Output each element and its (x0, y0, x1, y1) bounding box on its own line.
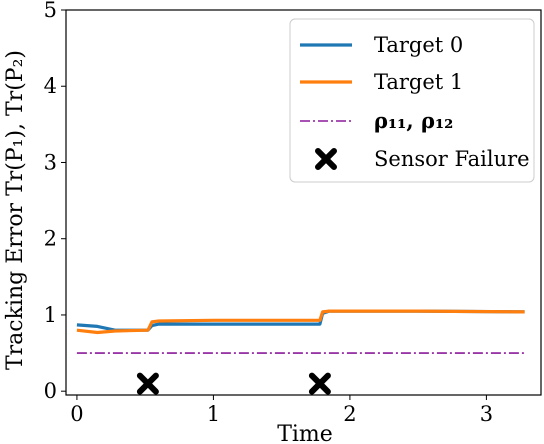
sensor-failure-marker-1 (308, 372, 331, 395)
x-tick-label-0: 0 (70, 402, 83, 426)
plot-frame (65, 9, 542, 396)
legend-label-sensor-failure: Sensor Failure (374, 147, 530, 171)
x-axis-label: Time (277, 422, 333, 444)
x-tick-label-3: 3 (480, 402, 493, 426)
y-tick-label-1: 1 (44, 303, 57, 327)
y-axis-label: Tracking Error Tr(P₁), Tr(P₂) (3, 50, 28, 370)
y-tick-label-4: 4 (44, 74, 57, 98)
series-layer (76, 309, 525, 354)
y-tick-label-0: 0 (44, 379, 57, 403)
markers-layer (136, 372, 331, 395)
sensor-failure-marker-0 (136, 372, 159, 395)
x-tick-label-2: 2 (343, 402, 356, 426)
legend: Target 0 Target 1 ρ₁₁, ρ₁₂ Sensor Failur… (289, 18, 535, 183)
legend-label-target-0: Target 0 (374, 33, 463, 57)
y-tick-label-3: 3 (44, 150, 57, 174)
x-tick-label-1: 1 (207, 402, 220, 426)
y-tick-label-5: 5 (44, 0, 57, 22)
ticks-layer: 0 1 2 3 0 1 2 3 4 5 (44, 0, 493, 426)
series-line-1 (76, 309, 525, 335)
legend-label-target-1: Target 1 (374, 70, 463, 94)
legend-box (289, 18, 535, 183)
legend-swatch-sensor-failure (315, 148, 337, 170)
y-tick-label-2: 2 (44, 227, 57, 251)
legend-label-rho: ρ₁₁, ρ₁₂ (374, 108, 453, 133)
